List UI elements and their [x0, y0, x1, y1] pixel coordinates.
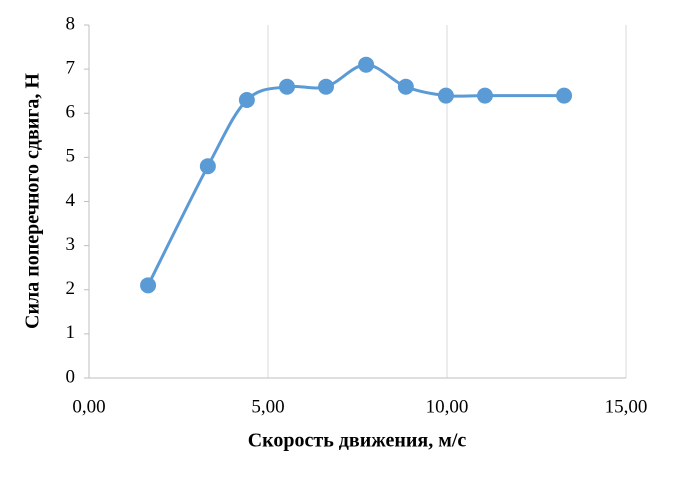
data-point [476, 87, 493, 104]
y-tick-label: 4 [66, 190, 76, 211]
x-tick-label: 5,00 [251, 396, 284, 417]
y-tick-label: 7 [66, 57, 76, 78]
y-axis-title: Сила поперечного сдвига, Н [22, 73, 44, 329]
y-tick-label: 1 [66, 322, 76, 343]
x-axis-title: Скорость движения, м/с [248, 430, 467, 452]
y-tick-label: 0 [66, 366, 76, 387]
series-line [146, 63, 565, 287]
y-tick-label: 8 [66, 13, 76, 34]
data-point [238, 92, 255, 109]
y-tick-label: 2 [66, 278, 76, 299]
y-tick-label: 3 [66, 234, 76, 255]
x-tick-label: 0,00 [72, 396, 105, 417]
data-point [199, 158, 216, 175]
data-point [556, 87, 573, 104]
data-point [437, 87, 454, 104]
y-tick-label: 6 [66, 102, 76, 123]
data-point [317, 78, 334, 95]
x-tick-label: 15,00 [605, 396, 648, 417]
data-point [397, 78, 414, 95]
y-tick-label: 5 [66, 146, 76, 167]
data-point [358, 56, 375, 73]
data-point [278, 78, 295, 95]
x-tick-label: 10,00 [426, 396, 469, 417]
data-point [140, 277, 157, 294]
